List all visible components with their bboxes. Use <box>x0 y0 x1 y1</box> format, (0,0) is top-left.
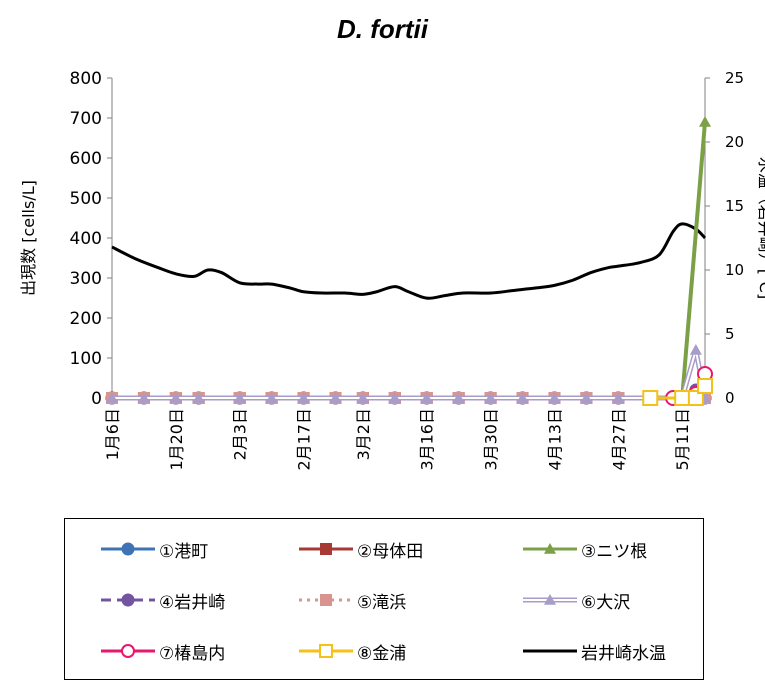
legend-swatch <box>299 644 353 658</box>
y-tick-label: 600 <box>70 149 102 169</box>
data-point <box>356 392 369 403</box>
x-tick-label: 5月11日 <box>673 408 692 471</box>
y2-tick-label: 15 <box>725 197 744 215</box>
data-point <box>297 392 310 403</box>
legend-item: ⑧金浦 <box>297 636 406 666</box>
legend-marker <box>121 644 135 658</box>
x-tick-label: 2月17日 <box>295 408 314 471</box>
data-point <box>452 392 465 403</box>
legend-swatch <box>299 543 353 555</box>
legend-marker <box>320 594 332 606</box>
x-tick-label: 1月20日 <box>167 408 186 471</box>
legend-label: ④岩井崎 <box>159 592 226 613</box>
legend-item: 岩井崎水温 <box>521 636 666 666</box>
y-tick-label: 400 <box>70 229 102 249</box>
chart-plot: 0 100 200 300 400 500 600 700 800 0 5 10 15 20 25 1月6日 1… <box>19 69 765 471</box>
data-point <box>516 392 529 403</box>
legend-label: ⑤滝浜 <box>357 592 407 613</box>
legend-swatch <box>101 593 155 607</box>
legend-item: ⑦椿島内 <box>99 636 225 666</box>
series-line-temperature <box>111 222 707 300</box>
data-point <box>548 392 561 403</box>
legend-item: ①港町 <box>99 534 208 564</box>
legend-label: ⑧金浦 <box>357 643 407 664</box>
data-point <box>169 392 182 403</box>
legend-label: ⑦椿島内 <box>159 643 226 664</box>
legend-item: ④岩井崎 <box>99 585 225 615</box>
y2-axis-label: 水温（岩井崎）[℃] <box>756 157 765 299</box>
data-point <box>265 392 278 403</box>
legend-marker <box>121 542 135 556</box>
legend-item: ③ニツ根 <box>521 534 647 564</box>
y-tick-label: 800 <box>70 69 102 89</box>
chart-legend: ①港町 ②母体田 ③ニツ根 ④岩井崎 ⑤滝浜 ⑥大沢 ⑦椿島内 ⑧金浦 岩井崎水温 <box>64 518 704 680</box>
data-point <box>674 390 691 406</box>
y2-tick-label: 5 <box>725 325 735 343</box>
legend-marker <box>320 543 332 555</box>
y-tick-label: 500 <box>70 189 102 209</box>
legend-item: ②母体田 <box>297 534 423 564</box>
x-tick-label: 3月30日 <box>482 408 501 471</box>
data-point <box>580 392 593 403</box>
x-tick-label: 3月16日 <box>418 408 437 471</box>
data-point <box>612 392 625 403</box>
legend-item: ⑥大沢 <box>521 585 630 615</box>
legend-swatch <box>101 644 155 658</box>
legend-swatch <box>523 543 577 554</box>
legend-item: ⑤滝浜 <box>297 585 406 615</box>
legend-swatch <box>101 542 155 556</box>
legend-marker <box>319 644 333 658</box>
legend-marker <box>544 594 556 605</box>
y2-tick-label: 25 <box>725 69 744 87</box>
legend-swatch <box>299 594 353 606</box>
y-axis-label: 出現数 [cells/L] <box>19 180 38 296</box>
data-point <box>192 392 205 403</box>
legend-label: ①港町 <box>159 541 209 562</box>
legend-label: ⑥大沢 <box>581 592 631 613</box>
legend-swatch <box>523 649 577 653</box>
legend-marker <box>544 543 556 554</box>
y-tick-label: 200 <box>70 309 102 329</box>
x-tick-label: 4月27日 <box>609 408 628 471</box>
y2-tick-label: 0 <box>725 389 735 407</box>
data-point <box>687 390 704 406</box>
chart-title: D. fortii <box>337 14 428 44</box>
legend-label: 岩井崎水温 <box>581 643 666 664</box>
data-point <box>689 344 702 355</box>
data-point <box>642 390 659 406</box>
data-point <box>697 378 713 394</box>
x-tick-label: 1月6日 <box>103 408 122 460</box>
data-point <box>137 392 150 403</box>
x-tick-label: 2月3日 <box>231 408 250 460</box>
y2-tick-label: 10 <box>725 261 744 279</box>
x-tick-label: 4月13日 <box>545 408 564 471</box>
y-tick-label: 700 <box>70 109 102 129</box>
legend-swatch <box>523 594 577 605</box>
y-tick-label: 100 <box>70 349 102 369</box>
series-line <box>112 121 707 400</box>
y2-tick-label: 20 <box>725 133 744 151</box>
data-point <box>329 392 342 403</box>
data-point <box>699 116 711 127</box>
legend-label: ③ニツ根 <box>581 541 648 562</box>
series-line-inner <box>112 349 706 399</box>
x-tick-label: 3月2日 <box>354 408 373 460</box>
data-point <box>388 392 401 403</box>
series-line <box>112 349 708 401</box>
legend-marker <box>121 593 135 607</box>
data-point <box>233 392 246 403</box>
data-point <box>420 392 433 403</box>
y-tick-label: 0 <box>91 389 102 409</box>
data-point <box>106 392 118 403</box>
data-point <box>484 392 497 403</box>
legend-label: ②母体田 <box>357 541 424 562</box>
y-tick-label: 300 <box>70 269 102 289</box>
